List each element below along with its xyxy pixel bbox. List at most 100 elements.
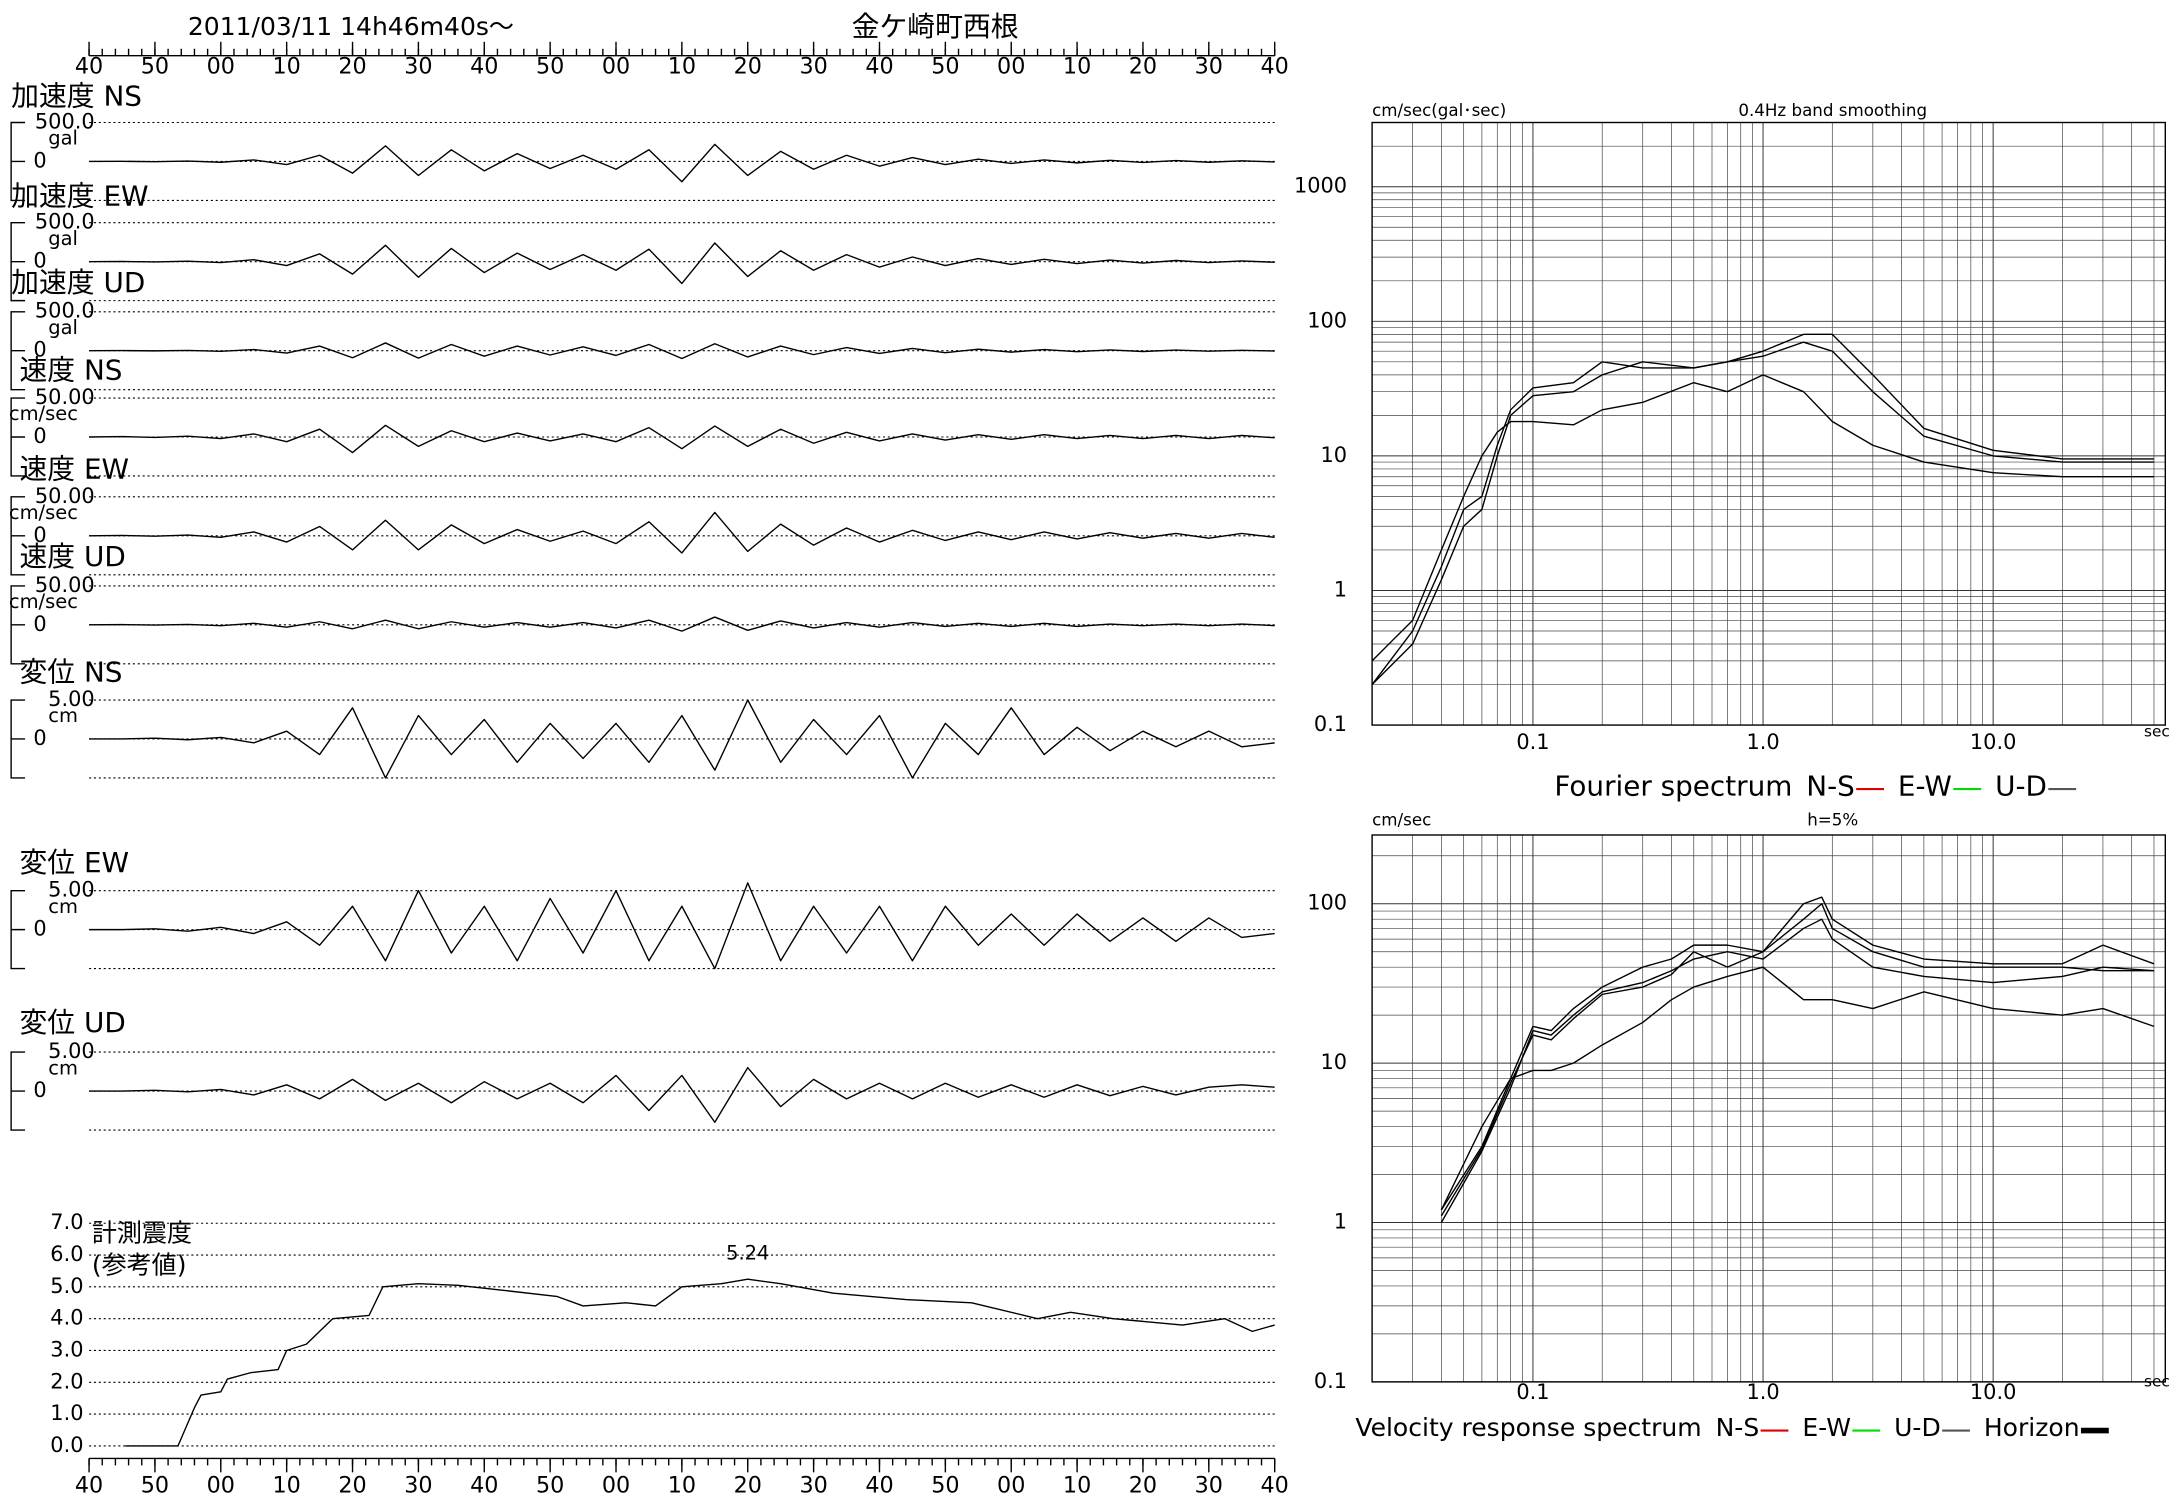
x-tick-label: 30	[404, 53, 432, 79]
panel-bracket	[10, 222, 26, 302]
legend-label: U-D	[1894, 1413, 1941, 1442]
legend-title: Velocity response spectrum	[1355, 1413, 1701, 1442]
x-tick-label: 10	[273, 1473, 301, 1499]
unit-label: cm	[48, 895, 78, 918]
legend-label: Horizon	[1984, 1413, 2080, 1442]
record-date: 2011/03/11 14h46m40s〜	[188, 12, 514, 41]
unit-label: cm	[48, 1056, 78, 1079]
waveform	[89, 699, 1275, 779]
y-tick-label: 1	[1334, 577, 1347, 601]
x-tick-label: 00	[207, 53, 235, 79]
waveform	[89, 424, 1275, 454]
waveform	[89, 1066, 1275, 1123]
waveform	[89, 143, 1275, 183]
y-tick-label: 10	[1321, 443, 1348, 467]
y-tick-label: 1	[1334, 1210, 1347, 1234]
peak-annotation: 5.24	[726, 1242, 769, 1265]
legend-label: N-S	[1716, 1413, 1760, 1442]
y-tick-label: 5.00	[48, 878, 94, 902]
panel-title: 速度 NS	[19, 354, 122, 387]
y-tick-label: 50.00	[35, 385, 95, 409]
panel-title: 速度 UD	[19, 540, 125, 573]
x-tick-label: 10	[273, 53, 301, 79]
x-tick-label: 10	[668, 1473, 696, 1499]
y-tick-label: 4.0	[50, 1306, 83, 1330]
x-tick-label: 00	[997, 1473, 1025, 1499]
y-tick-label: 5.00	[48, 687, 94, 711]
x-tick-label: 1.0	[1746, 1380, 1779, 1404]
panel-bracket	[10, 311, 26, 391]
waveform	[89, 242, 1275, 285]
y-tick-label: 3.0	[50, 1337, 83, 1361]
x-tick-label: 1.0	[1746, 730, 1779, 754]
unit-label: cm	[48, 704, 78, 727]
x-tick-label: 50	[141, 53, 169, 79]
y-tick-label: 0	[33, 1078, 46, 1102]
y-tick-label: 500.0	[35, 299, 95, 323]
panel-bracket	[10, 1051, 26, 1131]
unit-label: cm/sec	[9, 402, 78, 425]
panel-title: 加速度 NS	[11, 79, 142, 112]
x-tick-label: 00	[997, 53, 1025, 79]
chart-subtitle: (参考値)	[92, 1250, 187, 1279]
y-tick-label: 0.1	[1314, 1369, 1347, 1393]
y-tick-label: 0	[33, 338, 46, 362]
x-tick-label: 10	[668, 53, 696, 79]
x-tick-label: 40	[1261, 53, 1289, 79]
unit-label: cm/sec	[9, 590, 78, 613]
legend-label: E-W	[1898, 770, 1952, 803]
x-tick-label: 40	[75, 53, 103, 79]
y-tick-label: 6.0	[50, 1242, 83, 1266]
y-tick-label: 50.00	[35, 573, 95, 597]
x-tick-label: 30	[799, 53, 827, 79]
panel-title: 加速度 EW	[11, 180, 148, 213]
legend-label: N-S	[1806, 770, 1855, 803]
y-tick-label: 0	[33, 523, 46, 547]
panel-bracket	[10, 121, 26, 202]
x-tick-label: 50	[536, 1473, 564, 1499]
panel-bracket	[10, 889, 26, 970]
y-tick-label: 0	[33, 612, 46, 636]
x-tick-label: 20	[338, 1473, 366, 1499]
x-tick-label: 00	[602, 1473, 630, 1499]
x-tick-label: 40	[470, 1473, 498, 1499]
y-tick-label: 2.0	[50, 1369, 83, 1393]
y-tick-label: 7.0	[50, 1210, 83, 1234]
y-tick-label: 10	[1321, 1050, 1348, 1074]
y-tick-label: 1.0	[50, 1401, 83, 1425]
x-tick-label: 40	[865, 53, 893, 79]
panel-title: 変位 UD	[19, 1006, 125, 1039]
spectrum-line	[1440, 903, 2154, 1217]
chart-subtitle: 0.4Hz band smoothing	[1738, 101, 1927, 120]
waveform	[89, 342, 1275, 360]
unit-label: gal	[48, 227, 78, 250]
y-tick-label: 0.1	[1314, 712, 1347, 736]
unit-label: gal	[48, 127, 78, 150]
x-tick-label: 30	[404, 1473, 432, 1499]
y-axis-label: cm/sec(gal･sec)	[1372, 101, 1506, 120]
plot-frame	[1371, 121, 2166, 726]
y-tick-label: 1000	[1294, 174, 1347, 198]
x-tick-label: 30	[799, 1473, 827, 1499]
x-tick-label: 30	[1195, 53, 1223, 79]
legend-label: U-D	[1995, 770, 2047, 803]
x-tick-label: 40	[470, 53, 498, 79]
y-tick-label: 100	[1307, 308, 1347, 332]
x-tick-label: 10.0	[1970, 730, 2016, 754]
waveform	[89, 511, 1275, 554]
y-tick-label: 0	[33, 726, 46, 750]
station-name: 金ケ崎町西根	[852, 10, 1019, 43]
x-tick-label: 50	[536, 53, 564, 79]
x-tick-label: 40	[75, 1473, 103, 1499]
y-tick-label: 0	[33, 917, 46, 941]
y-tick-label: 0	[33, 424, 46, 448]
panel-title: 変位 NS	[19, 656, 122, 689]
unit-label: gal	[48, 316, 78, 339]
x-tick-label: 20	[338, 53, 366, 79]
y-tick-label: 5.00	[48, 1039, 94, 1063]
x-tick-label: 20	[734, 53, 762, 79]
panel-title: 加速度 UD	[11, 266, 145, 299]
x-tick-label: 10	[1063, 53, 1091, 79]
x-tick-label: 10.0	[1970, 1380, 2016, 1404]
x-tick-label: 00	[207, 1473, 235, 1499]
